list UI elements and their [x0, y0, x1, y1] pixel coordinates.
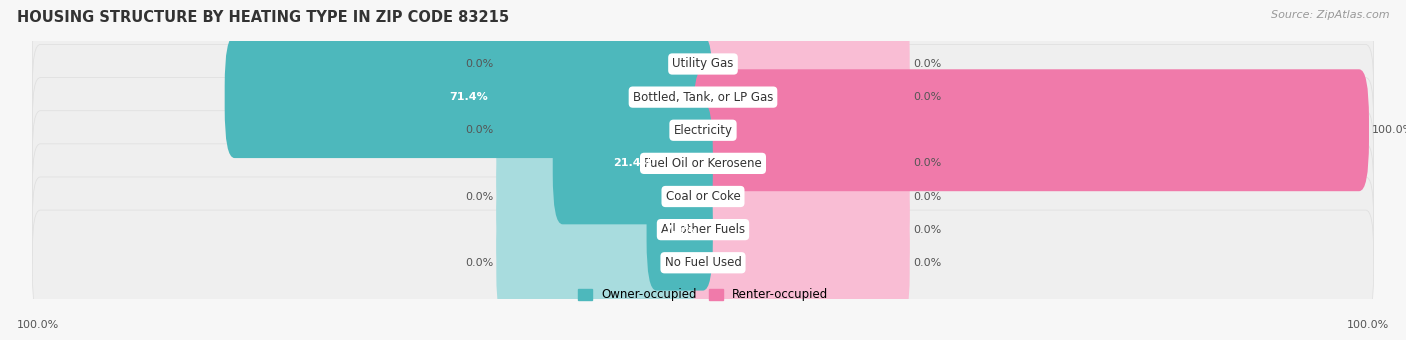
- Text: 0.0%: 0.0%: [912, 158, 941, 168]
- FancyBboxPatch shape: [496, 3, 713, 125]
- FancyBboxPatch shape: [32, 210, 1374, 316]
- Legend: Owner-occupied, Renter-occupied: Owner-occupied, Renter-occupied: [572, 284, 834, 306]
- Text: Bottled, Tank, or LP Gas: Bottled, Tank, or LP Gas: [633, 91, 773, 104]
- Text: 21.4%: 21.4%: [613, 158, 652, 168]
- FancyBboxPatch shape: [693, 202, 910, 324]
- Text: 7.1%: 7.1%: [664, 225, 695, 235]
- FancyBboxPatch shape: [496, 69, 713, 191]
- FancyBboxPatch shape: [553, 102, 713, 224]
- Text: 100.0%: 100.0%: [1347, 320, 1389, 330]
- Text: 0.0%: 0.0%: [465, 258, 494, 268]
- Text: 71.4%: 71.4%: [450, 92, 488, 102]
- FancyBboxPatch shape: [693, 169, 910, 291]
- FancyBboxPatch shape: [693, 136, 910, 257]
- Text: 0.0%: 0.0%: [912, 59, 941, 69]
- Text: 0.0%: 0.0%: [465, 59, 494, 69]
- FancyBboxPatch shape: [496, 136, 713, 257]
- FancyBboxPatch shape: [693, 36, 910, 158]
- Text: 0.0%: 0.0%: [912, 191, 941, 202]
- Text: 100.0%: 100.0%: [1372, 125, 1406, 135]
- FancyBboxPatch shape: [32, 78, 1374, 183]
- FancyBboxPatch shape: [693, 69, 910, 191]
- FancyBboxPatch shape: [496, 36, 713, 158]
- Text: No Fuel Used: No Fuel Used: [665, 256, 741, 269]
- Text: 0.0%: 0.0%: [912, 258, 941, 268]
- Text: Utility Gas: Utility Gas: [672, 57, 734, 70]
- FancyBboxPatch shape: [693, 3, 910, 125]
- Text: 100.0%: 100.0%: [17, 320, 59, 330]
- FancyBboxPatch shape: [32, 144, 1374, 249]
- FancyBboxPatch shape: [32, 11, 1374, 117]
- Text: Source: ZipAtlas.com: Source: ZipAtlas.com: [1271, 10, 1389, 20]
- Text: All other Fuels: All other Fuels: [661, 223, 745, 236]
- FancyBboxPatch shape: [496, 169, 713, 291]
- Text: HOUSING STRUCTURE BY HEATING TYPE IN ZIP CODE 83215: HOUSING STRUCTURE BY HEATING TYPE IN ZIP…: [17, 10, 509, 25]
- Text: Electricity: Electricity: [673, 124, 733, 137]
- FancyBboxPatch shape: [225, 36, 713, 158]
- Text: 0.0%: 0.0%: [912, 92, 941, 102]
- FancyBboxPatch shape: [496, 102, 713, 224]
- FancyBboxPatch shape: [32, 45, 1374, 150]
- Text: 0.0%: 0.0%: [465, 125, 494, 135]
- Text: Fuel Oil or Kerosene: Fuel Oil or Kerosene: [644, 157, 762, 170]
- FancyBboxPatch shape: [32, 111, 1374, 216]
- FancyBboxPatch shape: [693, 69, 1369, 191]
- Text: Coal or Coke: Coal or Coke: [665, 190, 741, 203]
- FancyBboxPatch shape: [647, 169, 713, 291]
- FancyBboxPatch shape: [496, 202, 713, 324]
- Text: 0.0%: 0.0%: [465, 191, 494, 202]
- Text: 0.0%: 0.0%: [912, 225, 941, 235]
- FancyBboxPatch shape: [32, 177, 1374, 282]
- FancyBboxPatch shape: [693, 102, 910, 224]
